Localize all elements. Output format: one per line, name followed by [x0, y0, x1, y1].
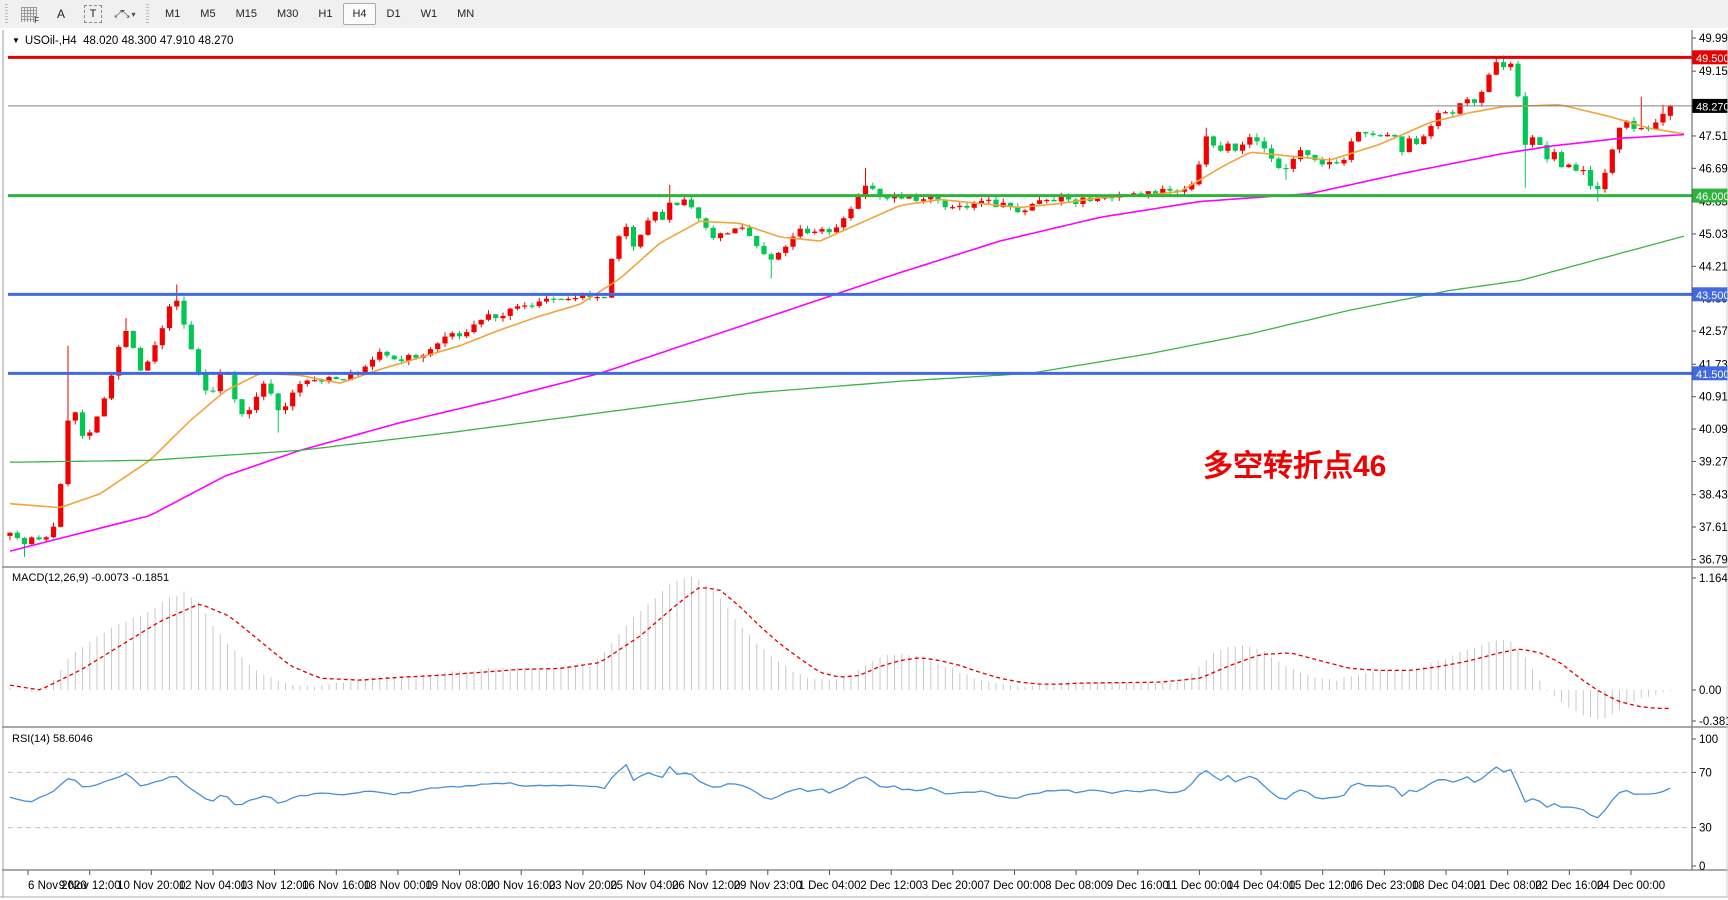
candles-layer [7, 55, 1673, 557]
chart-window [0, 28, 1728, 900]
time-axis-label: 16 Dec 23:00 [1350, 880, 1418, 892]
timeframe-button-h4[interactable]: H4 [343, 3, 376, 25]
price-axis-label: 37.610 [1699, 522, 1728, 534]
price-axis-label: 46.690 [1699, 163, 1728, 175]
drawing-tools-group: F A T ⤢⤡ ▾ [15, 2, 139, 26]
price-level-badge-value: 43.500 [1696, 290, 1728, 302]
chart-annotation-text[interactable]: 多空转折点46 [1203, 450, 1387, 483]
macd-axis-label: 1.1646 [1699, 573, 1728, 585]
grid-f-tool-button[interactable]: F [15, 2, 43, 26]
time-axis-label: 13 Nov 12:00 [240, 880, 308, 892]
price-level-badge-value: 41.500 [1696, 369, 1728, 381]
price-axis-label: 38.430 [1699, 490, 1728, 502]
price-level-badge [1692, 50, 1728, 65]
price-axis-label: 36.790 [1699, 554, 1728, 566]
timeframe-button-m1[interactable]: M1 [165, 8, 181, 20]
price-level-badge [1692, 98, 1728, 113]
price-axis-label: 47.510 [1699, 131, 1728, 143]
time-axis-label: 26 Nov 12:00 [672, 880, 740, 892]
time-axis-label: 8 Dec 08:00 [1045, 880, 1107, 892]
time-axis-label: 25 Nov 04:00 [610, 880, 678, 892]
timeframe-button-m30[interactable]: M30 [276, 8, 299, 20]
time-axis-label: 1 Dec 04:00 [798, 880, 860, 892]
time-axis-label: 14 Dec 04:00 [1227, 880, 1295, 892]
macd-indicator-label: MACD(12,26,9) -0.0073 -0.1851 [12, 572, 170, 584]
time-axis-label: 12 Nov 04:00 [179, 880, 247, 892]
rsi-axis-label: 100 [1699, 734, 1718, 746]
grid-f-icon: F [21, 6, 39, 25]
symbol-dropdown-icon[interactable]: ▼ [12, 36, 20, 45]
time-axis-label: 24 Dec 00:00 [1597, 880, 1665, 892]
price-axis-label: 42.570 [1699, 326, 1728, 338]
timeframe-button-d1[interactable]: D1 [386, 8, 401, 20]
time-axis-label: 15 Dec 12:00 [1288, 880, 1356, 892]
time-axis-label: 10 Nov 20:00 [117, 880, 185, 892]
price-axis-label: 40.910 [1699, 392, 1728, 404]
price-level-badge [1692, 287, 1728, 302]
timeframe-button-mn[interactable]: MN [457, 8, 475, 20]
price-axis-label: 39.270 [1699, 456, 1728, 468]
time-axis-label: 19 Nov 08:00 [425, 880, 493, 892]
time-axis-label: 7 Dec 00:00 [983, 880, 1045, 892]
price-axis-label: 45.030 [1699, 229, 1728, 241]
time-axis-label: 20 Nov 16:00 [487, 880, 555, 892]
macd-axis-label: 0.00 [1699, 685, 1721, 697]
arrows-icon: ⤢⤡ [114, 8, 129, 20]
price-axis-label: 49.150 [1699, 66, 1728, 78]
price-level-badge [1692, 366, 1728, 381]
text-box-icon: T [84, 5, 102, 23]
timeframes-group: M1 M5 M15 M30 H1 H4 D1 W1 MN [156, 3, 483, 25]
chart-symbol-period: USOil-,H4 [24, 35, 77, 47]
chevron-down-icon: ▾ [131, 9, 136, 19]
rsi-line [9, 763, 1671, 819]
time-axis-label: 18 Dec 04:00 [1412, 880, 1480, 892]
time-axis-label: 9 Nov 12:00 [59, 880, 121, 892]
rsi-axis-label: 0 [1699, 861, 1705, 873]
macd-histogram [9, 576, 1671, 720]
rsi-axis-label: 30 [1699, 823, 1712, 835]
time-axis-label: 23 Nov 20:00 [549, 880, 617, 892]
timeframe-button-w1[interactable]: W1 [420, 8, 438, 20]
chart-ohlc-values: 48.020 48.300 47.910 48.270 [83, 35, 234, 47]
toolbar-drag-handle[interactable] [144, 4, 151, 24]
slow-ma-green [9, 235, 1685, 463]
price-level-badge-value: 48.270 [1696, 101, 1728, 113]
macd-axis-label: -0.3812 [1699, 716, 1728, 728]
rsi-indicator-label: RSI(14) 58.6046 [12, 733, 93, 745]
rsi-axis-label: 70 [1699, 767, 1712, 779]
time-axis-label: 11 Dec 00:00 [1166, 880, 1234, 892]
macd-signal-line [9, 587, 1671, 710]
price-axis-label: 44.210 [1699, 261, 1728, 273]
price-axis-label: 49.990 [1699, 33, 1728, 45]
time-axis-label: 3 Dec 20:00 [922, 880, 984, 892]
price-level-badge-value: 49.500 [1696, 53, 1728, 65]
time-axis-label: 22 Dec 16:00 [1535, 880, 1603, 892]
chart-title: ▼ USOil-,H4 48.020 48.300 47.910 48.270 [12, 35, 233, 47]
timeframe-button-m15[interactable]: M15 [235, 8, 257, 20]
time-axis-label: 6 Nov 2020 [28, 880, 87, 892]
price-level-badge [1692, 188, 1728, 203]
time-axis-label: 18 Nov 00:00 [364, 880, 432, 892]
text-label-tool-button[interactable]: A [56, 7, 65, 21]
arrow-tools-button[interactable]: ⤢⤡ ▾ [111, 2, 139, 26]
mid-ma-magenta [9, 133, 1685, 552]
time-axis-label: 21 Dec 08:00 [1473, 880, 1541, 892]
timeframe-button-h1[interactable]: H1 [318, 8, 333, 20]
price-level-badge-value: 46.000 [1696, 191, 1728, 203]
time-axis-label: 16 Nov 16:00 [302, 880, 370, 892]
price-axis-label: 40.090 [1699, 424, 1728, 436]
time-axis-label: 9 Dec 16:00 [1107, 880, 1169, 892]
time-axis-label: 2 Dec 12:00 [860, 880, 922, 892]
time-axis-label: 29 Nov 23:00 [734, 880, 802, 892]
toolbar-drag-handle[interactable] [3, 4, 10, 24]
fast-ma-orange [9, 103, 1685, 509]
text-box-tool-button[interactable]: T [79, 2, 107, 26]
timeframe-button-m5[interactable]: M5 [200, 8, 216, 20]
